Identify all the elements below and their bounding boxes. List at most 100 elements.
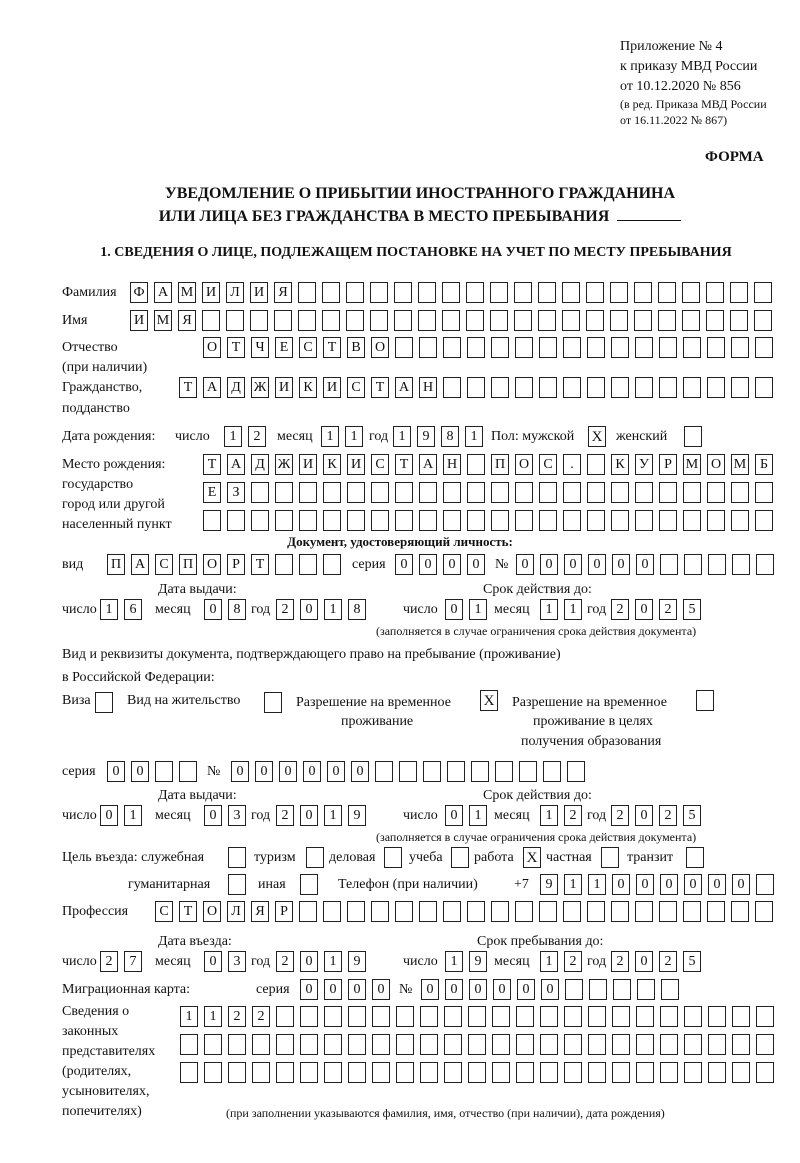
reps-cells-2[interactable] [180, 1034, 780, 1056]
char-cell[interactable]: Ж [251, 377, 269, 398]
char-cell[interactable] [612, 1062, 630, 1083]
char-cell[interactable] [444, 1034, 462, 1055]
char-cell[interactable] [635, 337, 653, 358]
char-cell[interactable]: Т [179, 901, 197, 922]
char-cell[interactable] [419, 482, 437, 503]
char-cell[interactable]: 1 [324, 805, 342, 826]
char-cell[interactable]: 0 [635, 805, 653, 826]
char-cell[interactable] [540, 1034, 558, 1055]
char-cell[interactable] [443, 337, 461, 358]
char-cell[interactable]: Я [178, 310, 196, 331]
char-cell[interactable] [708, 554, 726, 575]
char-cell[interactable] [636, 1034, 654, 1055]
char-cell[interactable]: 0 [635, 951, 653, 972]
char-cell[interactable] [755, 377, 773, 398]
char-cell[interactable]: 1 [124, 805, 142, 826]
char-cell[interactable]: 0 [372, 979, 390, 1000]
char-cell[interactable]: А [154, 282, 172, 303]
char-cell[interactable] [562, 282, 580, 303]
char-cell[interactable] [516, 1006, 534, 1027]
char-cell[interactable]: 0 [636, 554, 654, 575]
char-cell[interactable] [466, 282, 484, 303]
char-cell[interactable] [347, 901, 365, 922]
char-cell[interactable] [587, 482, 605, 503]
char-cell[interactable]: 0 [204, 805, 222, 826]
char-cell[interactable] [567, 761, 585, 782]
char-cell[interactable] [466, 310, 484, 331]
char-cell[interactable] [683, 901, 701, 922]
char-cell[interactable]: 2 [611, 805, 629, 826]
char-cell[interactable] [539, 901, 557, 922]
char-cell[interactable]: 0 [300, 805, 318, 826]
char-cell[interactable] [275, 510, 293, 531]
char-cell[interactable] [180, 1034, 198, 1055]
char-cell[interactable] [539, 482, 557, 503]
char-cell[interactable] [155, 761, 173, 782]
char-cell[interactable]: Т [203, 454, 221, 475]
char-cell[interactable]: 0 [469, 979, 487, 1000]
char-cell[interactable]: М [154, 310, 172, 331]
char-cell[interactable]: 0 [279, 761, 297, 782]
char-cell[interactable] [661, 979, 679, 1000]
char-cell[interactable]: 0 [517, 979, 535, 1000]
char-cell[interactable] [372, 1034, 390, 1055]
char-cell[interactable]: 1 [588, 874, 606, 895]
char-cell[interactable]: П [491, 454, 509, 475]
char-cell[interactable]: 0 [540, 554, 558, 575]
char-cell[interactable]: А [203, 377, 221, 398]
char-cell[interactable]: 2 [611, 951, 629, 972]
char-cell[interactable] [754, 282, 772, 303]
char-cell[interactable]: 9 [540, 874, 558, 895]
char-cell[interactable] [371, 510, 389, 531]
char-cell[interactable] [730, 310, 748, 331]
char-cell[interactable] [490, 282, 508, 303]
char-cell[interactable]: С [299, 337, 317, 358]
char-cell[interactable] [204, 1034, 222, 1055]
char-cell[interactable]: 9 [469, 951, 487, 972]
reps-cells-3[interactable] [180, 1062, 780, 1084]
char-cell[interactable]: 0 [732, 874, 750, 895]
char-cell[interactable] [637, 979, 655, 1000]
char-cell[interactable] [227, 510, 245, 531]
char-cell[interactable] [707, 337, 725, 358]
char-cell[interactable]: 1 [540, 951, 558, 972]
purpose-business-checkbox[interactable] [384, 847, 402, 868]
char-cell[interactable]: 0 [351, 761, 369, 782]
char-cell[interactable] [563, 337, 581, 358]
char-cell[interactable] [299, 554, 317, 575]
char-cell[interactable] [442, 310, 460, 331]
char-cell[interactable] [322, 282, 340, 303]
char-cell[interactable]: . [563, 454, 581, 475]
char-cell[interactable] [515, 510, 533, 531]
char-cell[interactable]: М [683, 454, 701, 475]
char-cell[interactable]: Т [371, 377, 389, 398]
char-cell[interactable] [659, 482, 677, 503]
char-cell[interactable] [372, 1062, 390, 1083]
char-cell[interactable] [252, 1034, 270, 1055]
char-cell[interactable] [587, 337, 605, 358]
char-cell[interactable] [299, 901, 317, 922]
char-cell[interactable]: 3 [228, 951, 246, 972]
char-cell[interactable] [612, 1006, 630, 1027]
char-cell[interactable]: 0 [300, 951, 318, 972]
char-cell[interactable] [275, 554, 293, 575]
char-cell[interactable]: Т [323, 337, 341, 358]
char-cell[interactable]: Т [395, 454, 413, 475]
char-cell[interactable] [539, 337, 557, 358]
char-cell[interactable] [420, 1006, 438, 1027]
char-cell[interactable] [684, 554, 702, 575]
char-cell[interactable] [540, 1062, 558, 1083]
char-cell[interactable]: Д [227, 377, 245, 398]
char-cell[interactable] [491, 377, 509, 398]
char-cell[interactable] [755, 337, 773, 358]
char-cell[interactable]: 0 [303, 761, 321, 782]
